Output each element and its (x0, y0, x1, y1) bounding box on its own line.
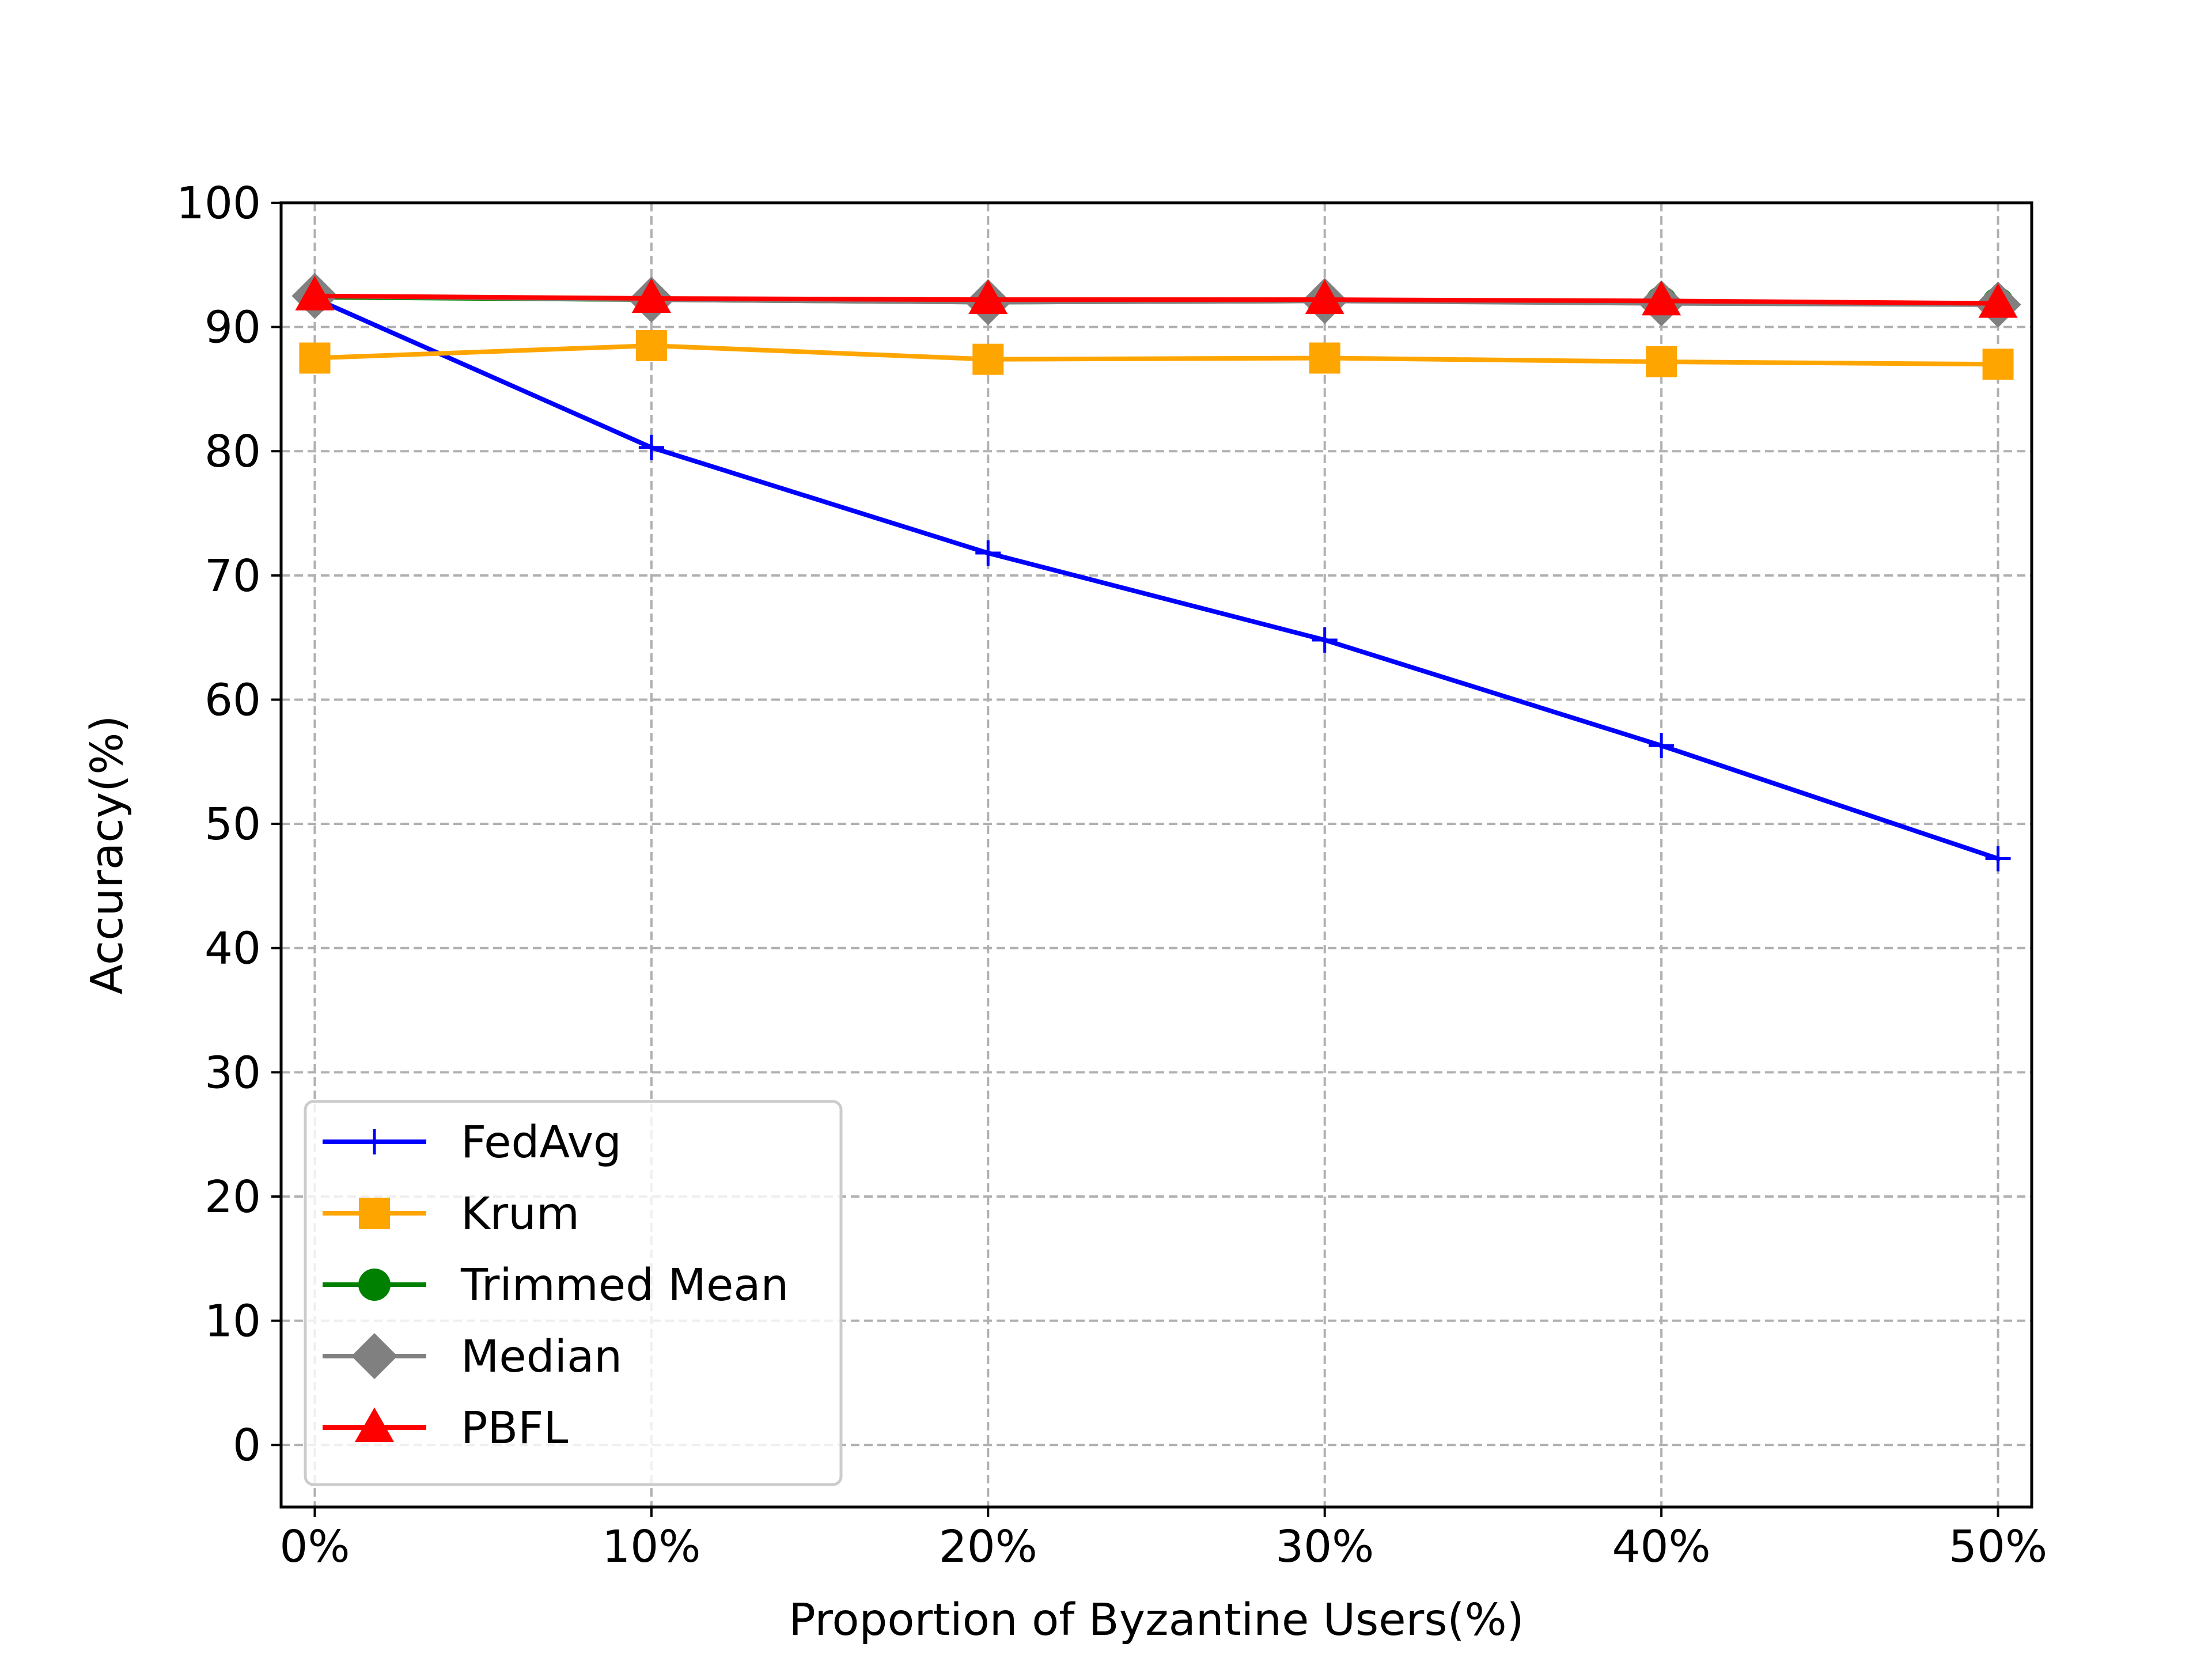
data-point-krum (1309, 342, 1340, 374)
data-point-fedavg (1312, 627, 1338, 653)
legend-item-median: Median (323, 1331, 622, 1383)
y-tick-label: 50 (204, 799, 261, 850)
legend-label: FedAvg (461, 1117, 622, 1168)
series-group (291, 272, 2021, 872)
y-tick-label: 60 (204, 675, 261, 726)
series-line-fedavg (312, 295, 2001, 862)
legend-item-pbfl: PBFL (323, 1403, 569, 1454)
data-point-pbfl (968, 279, 1008, 315)
x-tick-label: 50% (1949, 1521, 2047, 1573)
series-line-krum (312, 343, 2001, 367)
legend-box (304, 1100, 843, 1486)
data-point-fedavg (975, 540, 1001, 566)
data-point-krum (972, 343, 1004, 375)
plot-frame (279, 201, 2033, 1509)
y-tick-label: 0 (233, 1420, 261, 1471)
y-tick-label: 30 (204, 1047, 261, 1099)
y-tick-label: 100 (176, 178, 261, 229)
legend-label: PBFL (461, 1403, 569, 1454)
data-point-fedavg (1649, 733, 1675, 759)
data-point-krum (299, 342, 331, 374)
data-point-fedavg (638, 434, 664, 460)
series-krum (299, 330, 2014, 380)
legend-item-krum: Krum (323, 1188, 579, 1240)
legend-marker (359, 1198, 390, 1229)
data-point-pbfl (1978, 283, 2018, 318)
data-point-krum (635, 330, 667, 361)
data-point-fedavg (1985, 846, 2011, 872)
y-axis-label: Accuracy(%) (82, 715, 133, 995)
y-tick-label: 70 (204, 551, 261, 602)
legend-marker (362, 1129, 387, 1154)
x-tick-label: 10% (602, 1521, 700, 1573)
y-tick-label: 10 (204, 1296, 261, 1347)
y-tick-label: 40 (204, 923, 261, 975)
ticks: 0% 10% 20% 30% 40% 50% 0 10 20 30 40 50 60 70 80 90 100 (176, 178, 2047, 1573)
data-point-krum (1982, 349, 2014, 380)
y-tick-label: 80 (204, 426, 261, 478)
y-tick-label: 20 (204, 1172, 261, 1223)
legend-marker (351, 1333, 397, 1379)
legend-label: Median (461, 1331, 622, 1383)
x-tick-label: 20% (939, 1521, 1037, 1573)
y-tick-label: 90 (204, 302, 261, 354)
legend-item-fedavg: FedAvg (323, 1117, 622, 1168)
x-axis-label: Proportion of Byzantine Users(%) (789, 1595, 1524, 1646)
legend: FedAvg Krum Trimmed Mean Median PBFL (304, 1100, 843, 1486)
x-tick-label: 30% (1275, 1521, 1374, 1573)
legend-label: Krum (461, 1188, 579, 1240)
data-point-pbfl (1642, 281, 1681, 316)
series-pbfl (295, 275, 2018, 318)
data-point-pbfl (1305, 279, 1344, 315)
legend-label: Trimmed Mean (460, 1260, 789, 1311)
x-tick-label: 0% (279, 1521, 350, 1573)
series-line-pbfl (312, 293, 2001, 306)
legend-marker (355, 1407, 394, 1442)
x-tick-label: 40% (1612, 1521, 1711, 1573)
legend-marker (358, 1269, 391, 1301)
data-point-krum (1646, 346, 1677, 377)
data-point-pbfl (295, 275, 335, 311)
data-point-pbfl (631, 278, 671, 313)
legend-item-trimmed-mean: Trimmed Mean (323, 1260, 789, 1311)
